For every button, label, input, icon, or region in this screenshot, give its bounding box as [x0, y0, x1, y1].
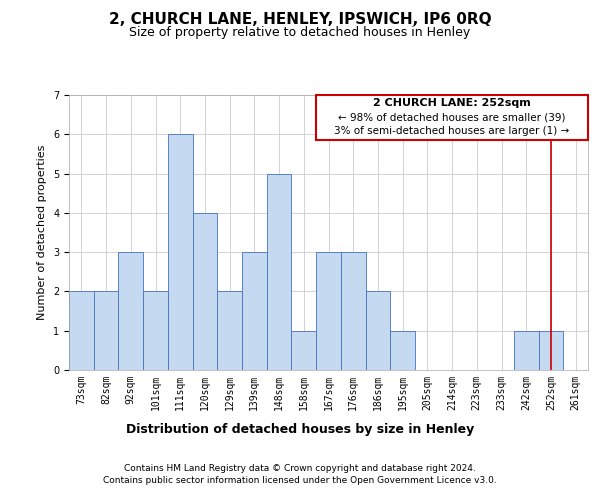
Bar [168, 134, 193, 370]
Bar [292, 330, 316, 370]
Bar [217, 292, 242, 370]
Text: 2, CHURCH LANE, HENLEY, IPSWICH, IP6 0RQ: 2, CHURCH LANE, HENLEY, IPSWICH, IP6 0RQ [109, 12, 491, 28]
Bar [316, 95, 588, 140]
Bar [365, 292, 390, 370]
Bar [143, 292, 168, 370]
Y-axis label: Number of detached properties: Number of detached properties [37, 145, 47, 320]
Text: 3% of semi-detached houses are larger (1) →: 3% of semi-detached houses are larger (1… [334, 126, 569, 136]
Text: 2 CHURCH LANE: 252sqm: 2 CHURCH LANE: 252sqm [373, 98, 531, 108]
Bar [316, 252, 341, 370]
Bar [69, 292, 94, 370]
Text: ← 98% of detached houses are smaller (39): ← 98% of detached houses are smaller (39… [338, 112, 566, 122]
Bar [94, 292, 118, 370]
Text: Size of property relative to detached houses in Henley: Size of property relative to detached ho… [130, 26, 470, 39]
Bar [390, 330, 415, 370]
Bar [341, 252, 365, 370]
Text: Contains HM Land Registry data © Crown copyright and database right 2024.: Contains HM Land Registry data © Crown c… [124, 464, 476, 473]
Text: Distribution of detached houses by size in Henley: Distribution of detached houses by size … [126, 422, 474, 436]
Bar [267, 174, 292, 370]
Bar [118, 252, 143, 370]
Bar [193, 213, 217, 370]
Text: Contains public sector information licensed under the Open Government Licence v3: Contains public sector information licen… [103, 476, 497, 485]
Bar [539, 330, 563, 370]
Bar [242, 252, 267, 370]
Bar [514, 330, 539, 370]
